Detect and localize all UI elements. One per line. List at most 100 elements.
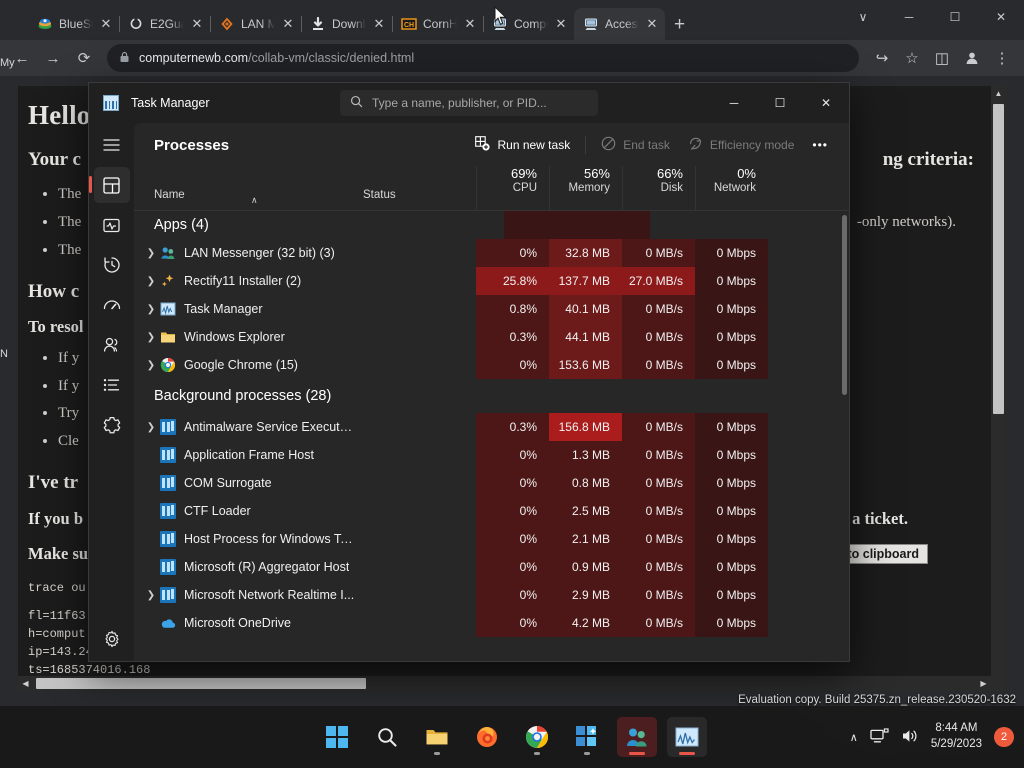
search-button[interactable] bbox=[367, 717, 407, 757]
efficiency-mode-button[interactable]: Efficiency mode bbox=[679, 131, 804, 159]
chevron-right-icon[interactable]: ❯ bbox=[146, 359, 156, 371]
group-header[interactable]: Apps (4) bbox=[134, 211, 849, 239]
close-icon[interactable]: ✕ bbox=[191, 16, 203, 31]
table-row[interactable]: Microsoft (R) Aggregator Host 0% 0.9 MB … bbox=[134, 553, 849, 581]
group-header[interactable]: Background processes (28) bbox=[134, 379, 849, 413]
if-you-text: If you b bbox=[28, 509, 84, 529]
minimize-button[interactable]: ─ bbox=[729, 96, 739, 110]
close-icon[interactable]: ✕ bbox=[282, 16, 294, 31]
search-input[interactable]: Type a name, publisher, or PID... bbox=[340, 90, 598, 116]
forward-button[interactable]: → bbox=[45, 49, 61, 67]
lan-messenger-button[interactable] bbox=[617, 717, 657, 757]
maximize-button[interactable]: ☐ bbox=[949, 10, 961, 24]
table-row[interactable]: COM Surrogate 0% 0.8 MB 0 MB/s 0 Mbps bbox=[134, 469, 849, 497]
taskbar-clock[interactable]: 8:44 AM 5/29/2023 bbox=[931, 721, 982, 752]
run-new-task-button[interactable]: Run new task bbox=[466, 131, 579, 159]
notification-badge[interactable]: 2 bbox=[994, 727, 1014, 747]
chevron-right-icon[interactable]: ❯ bbox=[146, 247, 156, 259]
vertical-scroll-thumb[interactable] bbox=[993, 104, 1004, 414]
browser-menu-icon[interactable]: ⋮ bbox=[994, 50, 1010, 67]
chevron-right-icon[interactable]: ❯ bbox=[146, 331, 156, 343]
profile-avatar[interactable] bbox=[958, 44, 986, 72]
table-row[interactable]: ❯ LAN Messenger (32 bit) (3) 0% 32.8 MB … bbox=[134, 239, 849, 267]
maximize-button[interactable]: ☐ bbox=[774, 96, 786, 110]
table-row[interactable]: Microsoft OneDrive 0% 4.2 MB 0 MB/s 0 Mb… bbox=[134, 609, 849, 637]
table-row[interactable]: ❯ Google Chrome (15) 0% 153.6 MB 0 MB/s … bbox=[134, 351, 849, 379]
firefox-button[interactable] bbox=[467, 717, 507, 757]
close-icon[interactable]: ✕ bbox=[555, 16, 567, 31]
close-icon[interactable]: ✕ bbox=[100, 16, 112, 31]
browser-tab[interactable]: Downl ✕ bbox=[301, 8, 393, 40]
table-row[interactable]: CTF Loader 0% 2.5 MB 0 MB/s 0 Mbps bbox=[134, 497, 849, 525]
browser-tab-active[interactable]: Access ✕ bbox=[574, 8, 665, 40]
column-header-disk[interactable]: 66% Disk bbox=[622, 166, 695, 210]
table-row[interactable]: Application Frame Host 0% 1.3 MB 0 MB/s … bbox=[134, 441, 849, 469]
chevron-right-icon[interactable]: ❯ bbox=[146, 303, 156, 315]
search-placeholder: Type a name, publisher, or PID... bbox=[372, 96, 547, 110]
close-button[interactable]: ✕ bbox=[820, 96, 832, 110]
close-icon[interactable]: ✕ bbox=[464, 16, 476, 31]
sidebar-item-services[interactable] bbox=[94, 407, 130, 443]
start-button[interactable] bbox=[317, 717, 357, 757]
tab-label: E2Guar bbox=[150, 17, 184, 31]
column-header-name[interactable]: ∧ Name bbox=[134, 189, 358, 210]
side-panel-icon[interactable]: ◫ bbox=[934, 50, 950, 67]
task-manager-button[interactable] bbox=[667, 717, 707, 757]
column-memory-label: Memory bbox=[568, 182, 610, 194]
tab-search-icon[interactable]: ∨ bbox=[858, 10, 868, 24]
tray-chevron-icon[interactable]: ∧ bbox=[849, 731, 858, 744]
process-list-scrollbar[interactable] bbox=[842, 215, 847, 395]
close-icon[interactable]: ✕ bbox=[373, 16, 385, 31]
scroll-up-arrow[interactable]: ▲ bbox=[994, 89, 1003, 98]
process-memory: 2.1 MB bbox=[549, 525, 622, 553]
sidebar-item-details[interactable] bbox=[94, 367, 130, 403]
bookmark-star-icon[interactable]: ☆ bbox=[905, 50, 919, 67]
table-row[interactable]: ❯ Windows Explorer 0.3% 44.1 MB 0 MB/s 0… bbox=[134, 323, 849, 351]
network-icon[interactable] bbox=[870, 727, 889, 747]
share-icon[interactable]: ↪ bbox=[875, 50, 889, 67]
task-manager-title-bar[interactable]: Task Manager Type a name, publisher, or … bbox=[89, 83, 849, 123]
page-vertical-scrollbar[interactable]: ▲ ▼ bbox=[991, 86, 1006, 691]
minimize-button[interactable]: ─ bbox=[904, 10, 914, 24]
table-row[interactable]: ❯ Antimalware Service Executable 0.3% 15… bbox=[134, 413, 849, 441]
column-header-memory[interactable]: 56% Memory bbox=[549, 166, 622, 210]
close-button[interactable]: ✕ bbox=[995, 10, 1007, 24]
browser-tab[interactable]: BlueSta ✕ bbox=[28, 8, 120, 40]
chevron-right-icon[interactable]: ❯ bbox=[146, 421, 156, 433]
sidebar-item-startup-apps[interactable] bbox=[94, 287, 130, 323]
chevron-right-icon[interactable]: ❯ bbox=[146, 589, 156, 601]
column-header-status[interactable]: Status bbox=[358, 189, 476, 210]
close-icon[interactable]: ✕ bbox=[646, 16, 658, 31]
sidebar-item-processes[interactable] bbox=[89, 167, 130, 203]
scroll-left-arrow[interactable]: ◀ bbox=[22, 679, 29, 688]
page-horizontal-scrollbar[interactable]: ◀ ▶ bbox=[18, 676, 1006, 691]
sidebar-item-app-history[interactable] bbox=[94, 247, 130, 283]
browser-tab[interactable]: CH CornH ✕ bbox=[392, 8, 484, 40]
scroll-right-arrow[interactable]: ▶ bbox=[980, 679, 987, 688]
reload-button[interactable]: ⟳ bbox=[77, 50, 91, 67]
hamburger-icon[interactable] bbox=[94, 127, 130, 163]
sidebar-item-users[interactable] bbox=[94, 327, 130, 363]
column-header-network[interactable]: 0% Network bbox=[695, 166, 768, 210]
chevron-right-icon[interactable]: ❯ bbox=[146, 275, 156, 287]
sidebar-item-performance[interactable] bbox=[94, 207, 130, 243]
address-bar[interactable]: computernewb.com/collab-vm/classic/denie… bbox=[107, 44, 859, 72]
volume-icon[interactable] bbox=[901, 728, 919, 747]
table-row[interactable]: ❯ Rectify11 Installer (2) 25.8% 137.7 MB… bbox=[134, 267, 849, 295]
more-options-button[interactable]: ••• bbox=[812, 138, 828, 152]
end-task-button[interactable]: End task bbox=[592, 131, 679, 159]
settings-icon[interactable] bbox=[94, 621, 130, 657]
column-header-cpu[interactable]: 69% CPU bbox=[476, 166, 549, 210]
store-button[interactable] bbox=[567, 717, 607, 757]
table-row[interactable]: ❯ Task Manager 0.8% 40.1 MB 0 MB/s 0 Mbp… bbox=[134, 295, 849, 323]
chrome-button[interactable] bbox=[517, 717, 557, 757]
browser-tab[interactable]: LAN M ✕ bbox=[210, 8, 302, 40]
new-tab-button[interactable]: + bbox=[674, 14, 686, 35]
table-row[interactable]: Host Process for Windows Tasks 0% 2.1 MB… bbox=[134, 525, 849, 553]
process-list[interactable]: Apps (4) ❯ LAN Messenger (32 bit) (3) bbox=[134, 211, 849, 661]
file-explorer-button[interactable] bbox=[417, 717, 457, 757]
browser-tab[interactable]: E2Guar ✕ bbox=[119, 8, 211, 40]
horizontal-scroll-thumb[interactable] bbox=[36, 678, 366, 689]
table-row[interactable]: ❯ Microsoft Network Realtime I... 0% 2.9… bbox=[134, 581, 849, 609]
back-button[interactable]: ← bbox=[14, 49, 30, 67]
